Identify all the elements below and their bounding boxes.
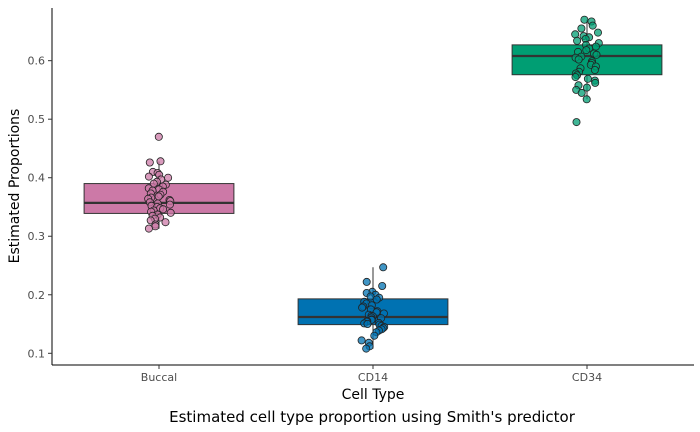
data-point — [144, 172, 153, 181]
data-point — [165, 200, 174, 209]
data-point — [357, 336, 366, 345]
data-point — [582, 95, 591, 104]
x-axis-title: Cell Type — [342, 387, 405, 403]
data-point — [156, 157, 165, 166]
data-point — [577, 88, 586, 97]
data-point — [164, 173, 173, 182]
data-point — [358, 303, 367, 312]
data-point — [144, 224, 153, 233]
data-point — [590, 66, 599, 75]
points-cd34 — [571, 15, 603, 127]
data-point — [580, 15, 589, 24]
chart-caption: Estimated cell type proportion using Smi… — [169, 408, 576, 426]
y-tick-label: 0.1 — [28, 347, 46, 360]
data-point — [583, 74, 592, 83]
data-point — [159, 205, 168, 214]
y-tick-label: 0.3 — [28, 230, 46, 243]
points-buccal — [144, 132, 175, 233]
y-tick-label: 0.2 — [28, 289, 46, 302]
data-point — [588, 21, 597, 30]
data-point — [154, 192, 163, 201]
data-point — [372, 295, 381, 304]
data-point — [582, 46, 591, 55]
data-point — [572, 118, 581, 127]
data-point — [591, 78, 600, 87]
y-axis-title: Estimated Proportions — [7, 109, 23, 264]
data-point — [574, 55, 583, 64]
x-tick-label: CD14 — [358, 371, 388, 384]
y-tick-label: 0.5 — [28, 113, 46, 126]
x-tick-label: CD34 — [572, 371, 602, 384]
data-point — [592, 50, 601, 59]
data-point — [582, 83, 591, 92]
data-point — [370, 331, 379, 340]
data-point — [577, 24, 586, 33]
data-point — [571, 30, 580, 39]
y-tick-label: 0.6 — [28, 55, 46, 68]
data-point — [362, 344, 371, 353]
x-tick-label: Buccal — [141, 371, 177, 384]
data-point — [362, 277, 371, 286]
points-cd14 — [357, 263, 389, 353]
data-point — [573, 36, 582, 45]
points-layer — [144, 15, 603, 353]
data-point — [379, 263, 388, 272]
x-ticks: Buccal CD14 CD34 — [141, 365, 602, 384]
y-ticks: 0.1 0.2 0.3 0.4 0.5 0.6 — [28, 55, 52, 360]
data-point — [378, 281, 387, 290]
data-point — [363, 319, 372, 328]
data-point — [166, 208, 175, 217]
data-point — [154, 132, 163, 141]
y-tick-label: 0.4 — [28, 172, 46, 185]
data-point — [591, 42, 600, 51]
data-point — [161, 218, 170, 227]
data-point — [145, 158, 154, 167]
data-point — [594, 28, 603, 37]
data-point — [571, 73, 580, 82]
